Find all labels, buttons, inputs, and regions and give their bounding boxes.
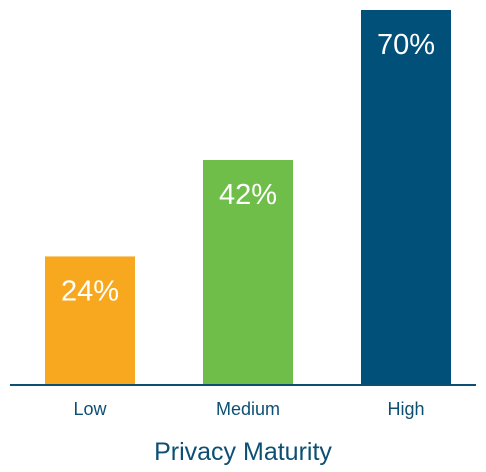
data-label-high: 70% xyxy=(377,29,435,61)
bar-low xyxy=(45,256,135,385)
x-axis-title: Privacy Maturity xyxy=(154,438,332,466)
x-tick-label-medium: Medium xyxy=(216,399,280,419)
bar-high xyxy=(361,10,451,385)
bar-medium xyxy=(203,160,293,385)
data-label-low: 24% xyxy=(61,275,119,307)
x-tick-label-low: Low xyxy=(73,399,107,419)
data-label-medium: 42% xyxy=(219,179,277,211)
bars-group: 24% 42% 70% xyxy=(45,10,451,385)
x-tick-labels: Low Medium High xyxy=(73,399,424,419)
x-tick-label-high: High xyxy=(387,399,424,419)
